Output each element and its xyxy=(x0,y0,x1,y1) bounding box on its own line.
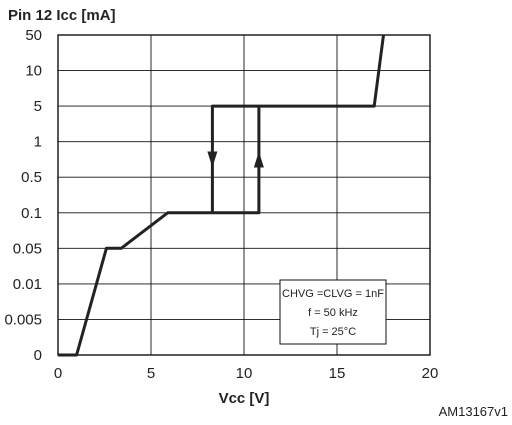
series-line-1 xyxy=(58,34,385,357)
arrows-group xyxy=(207,151,264,168)
x-tick-label: 15 xyxy=(329,365,346,382)
y-tick-label: 0.5 xyxy=(21,169,42,186)
y-tick-label: 1 xyxy=(34,134,42,151)
y-tick-label: 5 xyxy=(34,98,42,115)
y-ticks: 0 0.005 0.01 0.05 0.1 0.5 1 5 10 50 xyxy=(4,27,42,364)
annotation-line-2: f = 50 kHz xyxy=(308,307,358,319)
annotation-box: CHVG =CLVG = 1nF f = 50 kHz Tj = 25°C xyxy=(279,279,387,345)
x-tick-label: 5 xyxy=(147,365,155,382)
series-group xyxy=(58,34,385,357)
y-tick-label: 50 xyxy=(25,27,42,44)
y-tick-label: 0.05 xyxy=(13,240,42,257)
y-tick-label: 0 xyxy=(34,347,42,364)
x-ticks: 0 5 10 15 20 xyxy=(54,365,439,382)
x-tick-label: 20 xyxy=(422,365,439,382)
arrow-up xyxy=(253,151,264,168)
arrow-down xyxy=(207,151,218,168)
y-tick-label: 0.1 xyxy=(21,205,42,222)
annotation-line-3: Tj = 25°C xyxy=(310,326,356,338)
x-axis-label: Vcc [V] xyxy=(219,390,270,407)
x-tick-label: 0 xyxy=(54,365,62,382)
y-tick-label: 0.01 xyxy=(13,276,42,293)
annotation-line-1: CHVG =CLVG = 1nF xyxy=(282,288,384,300)
x-tick-label: 10 xyxy=(236,365,253,382)
figure-reference: AM13167v1 xyxy=(439,404,508,419)
y-tick-label: 0.005 xyxy=(4,311,42,328)
y-tick-label: 10 xyxy=(25,63,42,80)
series-line-2 xyxy=(210,104,259,213)
y-axis-label: Pin 12 Icc [mA] xyxy=(8,7,116,24)
